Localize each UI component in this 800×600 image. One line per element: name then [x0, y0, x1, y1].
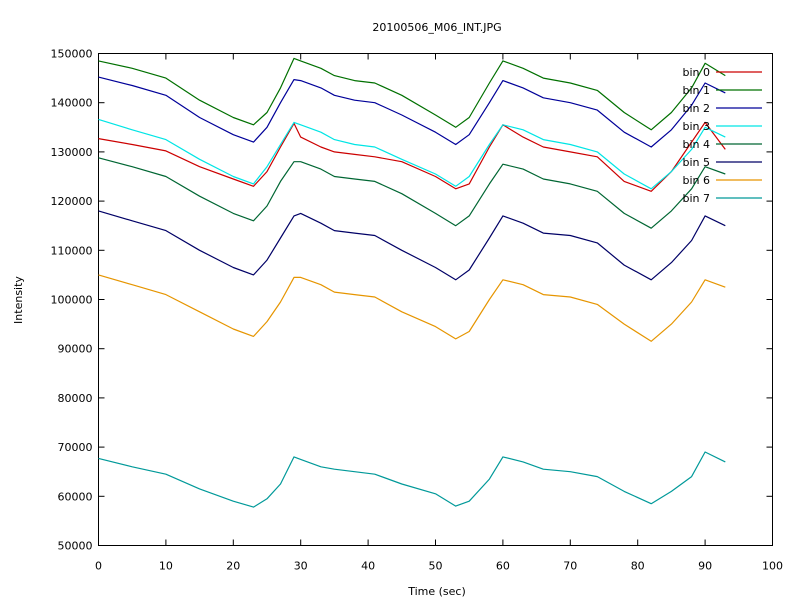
- x-tick-label: 20: [226, 560, 240, 573]
- x-tick-label: 70: [563, 560, 577, 573]
- x-tick-label: 100: [762, 560, 783, 573]
- plot-frame: [98, 53, 773, 546]
- series-line-bin-5: [98, 210, 726, 281]
- legend-label: bin 5: [682, 156, 710, 169]
- legend: bin 0 bin 1 bin 2 bin 3 bin 4 bin 5 bin 6 bin 7: [682, 66, 762, 205]
- y-tick-label: 50000: [58, 540, 93, 553]
- y-tick-label: 150000: [51, 48, 93, 61]
- y-tick-label: 80000: [58, 392, 93, 405]
- y-axis-title: Intensity: [12, 276, 25, 324]
- y-tick-label: 130000: [51, 146, 93, 159]
- y-tick-label: 70000: [58, 441, 93, 454]
- series-line-bin-1: [98, 57, 726, 131]
- x-tick-label: 10: [159, 560, 173, 573]
- legend-label: bin 1: [682, 84, 710, 97]
- x-tick-label: 30: [294, 560, 308, 573]
- x-tick-label: 80: [631, 560, 645, 573]
- y-tick-label: 60000: [58, 490, 93, 503]
- series-line-bin-3: [98, 118, 726, 190]
- x-tick-label: 90: [698, 560, 712, 573]
- series-line-bin-7: [98, 451, 726, 508]
- legend-label: bin 7: [682, 192, 710, 205]
- legend-label: bin 3: [682, 120, 710, 133]
- y-tick-label: 100000: [51, 294, 93, 307]
- x-tick-label: 60: [496, 560, 510, 573]
- x-tick-label: 50: [429, 560, 443, 573]
- series-line-bin-4: [98, 157, 726, 229]
- series-line-bin-2: [98, 76, 726, 148]
- y-tick-label: 110000: [51, 244, 93, 257]
- x-tick-label: 0: [95, 560, 102, 573]
- series-layer: [98, 57, 726, 508]
- series-line-bin-6: [98, 274, 726, 342]
- legend-label: bin 6: [682, 174, 710, 187]
- legend-label: bin 0: [682, 66, 710, 79]
- legend-label: bin 4: [682, 138, 710, 151]
- legend-label: bin 2: [682, 102, 710, 115]
- x-axis-title: Time (sec): [407, 585, 466, 598]
- y-tick-label: 120000: [51, 195, 93, 208]
- y-tick-label: 90000: [58, 343, 93, 356]
- chart-title: 20100506_M06_INT.JPG: [372, 21, 501, 34]
- y-axis: 50000 60000 70000 80000 90000 100000 110000 120…: [51, 48, 773, 553]
- y-tick-label: 140000: [51, 97, 93, 110]
- x-tick-label: 40: [361, 560, 375, 573]
- x-axis: 0 10 20 30 40 50 60 70 80 90 100: [95, 53, 783, 573]
- series-line-bin-0: [98, 121, 726, 192]
